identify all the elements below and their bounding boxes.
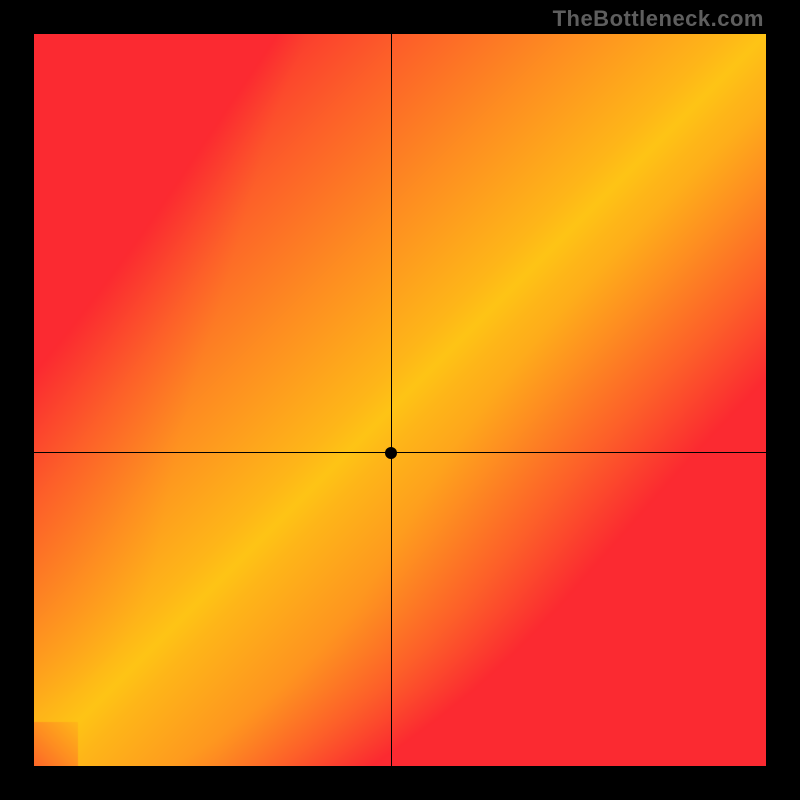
crosshair-vertical: [391, 34, 392, 766]
selection-marker[interactable]: [385, 447, 397, 459]
watermark-text: TheBottleneck.com: [553, 6, 764, 32]
crosshair-horizontal: [34, 452, 766, 453]
bottleneck-heatmap: [34, 34, 766, 766]
